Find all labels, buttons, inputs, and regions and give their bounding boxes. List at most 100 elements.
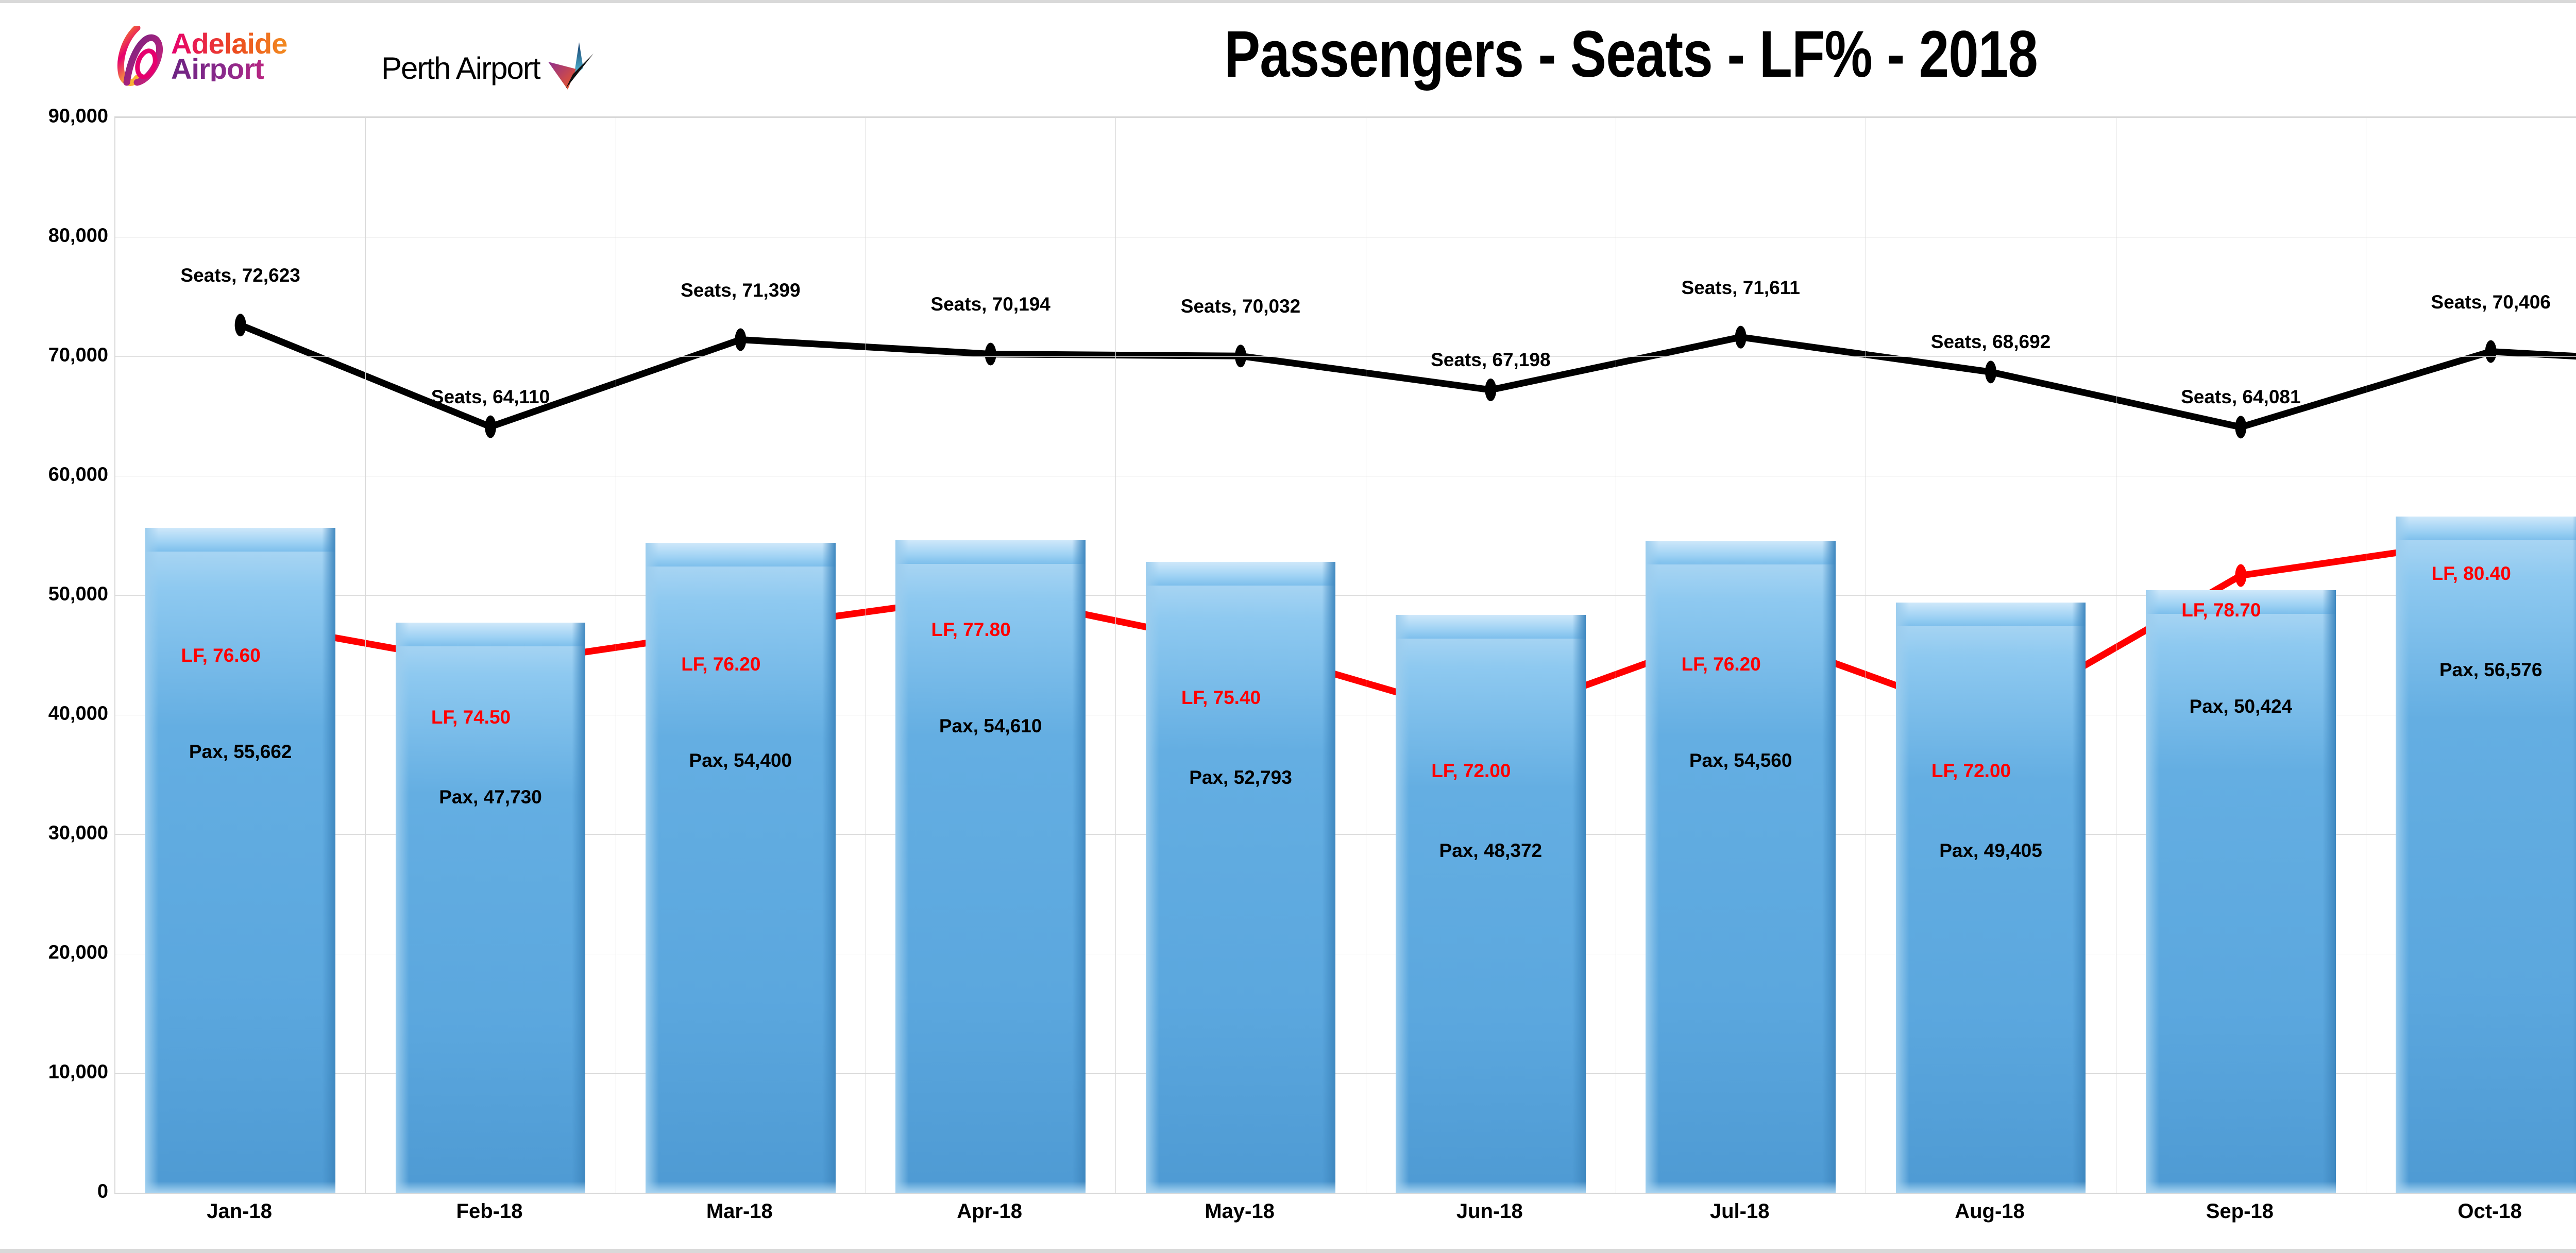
seats-marker[interactable] bbox=[2485, 340, 2497, 363]
seats-marker[interactable] bbox=[234, 314, 246, 337]
bar-jul-18[interactable] bbox=[1646, 541, 1836, 1193]
pax-data-label: Pax, 52,793 bbox=[1189, 767, 1292, 788]
adelaide-logo-line1: Adelaide bbox=[171, 27, 287, 60]
x-axis-tick-jan-18: Jan-18 bbox=[207, 1200, 273, 1223]
gridline-horizontal bbox=[115, 356, 2576, 357]
adelaide-airport-wordmark: Adelaide Airport bbox=[171, 27, 287, 83]
y-axis-left-tick: 40,000 bbox=[48, 702, 108, 725]
seats-marker[interactable] bbox=[1485, 379, 1497, 402]
bar-bevel-bottom bbox=[645, 1181, 836, 1193]
seats-marker[interactable] bbox=[735, 328, 747, 351]
lf-data-label: LF, 76.20 bbox=[1681, 653, 1761, 675]
seats-data-label: Seats, 64,081 bbox=[2181, 386, 2301, 408]
y-axis-left-tick: 50,000 bbox=[48, 583, 108, 605]
bar-oct-18[interactable] bbox=[2396, 517, 2576, 1193]
bar-sep-18[interactable] bbox=[2145, 590, 2336, 1193]
bar-bevel-bottom bbox=[895, 1181, 1086, 1193]
bar-bevel-left bbox=[895, 540, 909, 1193]
bar-bevel-right bbox=[1322, 562, 1336, 1193]
bar-jan-18[interactable] bbox=[145, 527, 336, 1193]
seats-marker[interactable] bbox=[985, 342, 996, 366]
pax-data-label: Pax, 55,662 bbox=[189, 741, 292, 763]
bar-bevel-top bbox=[1646, 541, 1836, 565]
x-axis-tick-jul-18: Jul-18 bbox=[1709, 1200, 1770, 1223]
bar-bevel-right bbox=[1822, 541, 1836, 1193]
x-axis-tick-sep-18: Sep-18 bbox=[2206, 1200, 2274, 1223]
bar-bevel-top bbox=[2145, 590, 2336, 614]
bar-bevel-left bbox=[145, 527, 159, 1193]
seats-data-label: Seats, 70,406 bbox=[2431, 291, 2551, 313]
bar-mar-18[interactable] bbox=[645, 542, 836, 1193]
pax-data-label: Pax, 47,730 bbox=[439, 786, 542, 808]
x-axis-tick-feb-18: Feb-18 bbox=[456, 1200, 523, 1223]
bar-bevel-left bbox=[2396, 517, 2410, 1193]
y-axis-left-tick: 80,000 bbox=[48, 225, 108, 247]
lf-data-label: LF, 74.50 bbox=[431, 706, 511, 728]
bar-bevel-right bbox=[2322, 590, 2336, 1193]
seats-data-label: Seats, 64,110 bbox=[431, 386, 550, 407]
bar-bevel-bottom bbox=[2145, 1181, 2336, 1193]
bar-bevel-right bbox=[2572, 517, 2576, 1193]
seats-data-label: Seats, 71,611 bbox=[1681, 277, 1800, 298]
bar-may-18[interactable] bbox=[1145, 562, 1336, 1193]
adelaide-logo-line2: Airport bbox=[171, 54, 287, 83]
bar-bevel-right bbox=[1572, 614, 1586, 1193]
bar-bevel-bottom bbox=[145, 1181, 336, 1193]
bar-bevel-top bbox=[395, 622, 586, 646]
seats-data-label: Seats, 72,623 bbox=[180, 265, 300, 286]
bar-jun-18[interactable] bbox=[1395, 614, 1586, 1193]
bar-bevel-top bbox=[1395, 614, 1586, 639]
bar-bevel-bottom bbox=[2396, 1181, 2576, 1193]
perth-airport-star-icon bbox=[543, 38, 601, 98]
pax-data-label: Pax, 56,576 bbox=[2439, 659, 2543, 681]
x-axis-tick-oct-18: Oct-18 bbox=[2458, 1200, 2522, 1223]
bar-bevel-top bbox=[145, 527, 336, 552]
bar-bevel-left bbox=[645, 542, 659, 1193]
bar-bevel-bottom bbox=[395, 1181, 586, 1193]
lf-marker[interactable] bbox=[2235, 564, 2247, 587]
bar-bevel-left bbox=[1145, 562, 1159, 1193]
gridline-horizontal bbox=[115, 1073, 2576, 1074]
seats-line bbox=[237, 321, 2576, 431]
bar-bevel-top bbox=[1895, 602, 2086, 626]
bar-aug-18[interactable] bbox=[1895, 602, 2086, 1193]
adelaide-airport-mark-icon bbox=[114, 24, 164, 87]
bar-bevel-right bbox=[822, 542, 836, 1193]
bar-apr-18[interactable] bbox=[895, 540, 1086, 1193]
seats-marker[interactable] bbox=[485, 415, 496, 438]
pax-data-label: Pax, 54,610 bbox=[939, 715, 1042, 737]
pax-data-label: Pax, 49,405 bbox=[1939, 840, 2042, 862]
seats-data-label: Seats, 71,399 bbox=[681, 279, 801, 301]
lf-data-label: LF, 77.80 bbox=[931, 619, 1011, 641]
bar-bevel-right bbox=[322, 527, 336, 1193]
top-border-strip bbox=[0, 0, 2576, 3]
seats-data-label: Seats, 67,198 bbox=[1431, 349, 1551, 370]
x-axis-tick-aug-18: Aug-18 bbox=[1955, 1200, 2025, 1223]
chart-title: Passengers - Seats - LF% - 2018 bbox=[1224, 18, 2038, 91]
pax-data-label: Pax, 50,424 bbox=[2189, 696, 2293, 717]
bar-bevel-bottom bbox=[1895, 1181, 2086, 1193]
adelaide-airport-logo: Adelaide Airport bbox=[114, 24, 287, 87]
y-axis-left-tick: 70,000 bbox=[48, 344, 108, 366]
seats-data-label: Seats, 68,692 bbox=[1930, 331, 2051, 353]
bar-bevel-left bbox=[395, 622, 409, 1193]
y-axis-left-tick: 90,000 bbox=[48, 105, 108, 127]
plot-area-wrapper: Pax, 55,662 Pax, 47,730 Pax, 54,400 Pax, 54… bbox=[0, 116, 2576, 1198]
bar-bevel-left bbox=[1895, 602, 1909, 1193]
seats-marker[interactable] bbox=[2235, 416, 2247, 439]
lf-data-label: LF, 72.00 bbox=[1431, 760, 1511, 782]
bar-bevel-left bbox=[1646, 541, 1659, 1193]
bar-bevel-bottom bbox=[1646, 1181, 1836, 1193]
bar-bevel-bottom bbox=[1145, 1181, 1336, 1193]
y-axis-left-tick: 0 bbox=[97, 1180, 108, 1203]
bar-bevel-top bbox=[2396, 517, 2576, 541]
x-axis-tick-apr-18: Apr-18 bbox=[957, 1200, 1023, 1223]
seats-marker[interactable] bbox=[1985, 361, 1996, 384]
bottom-border-strip bbox=[0, 1249, 2576, 1253]
seats-marker[interactable] bbox=[1735, 325, 1747, 349]
seats-data-label: Seats, 70,032 bbox=[1180, 296, 1301, 317]
gridline-vertical bbox=[365, 117, 366, 1193]
bar-bevel-right bbox=[572, 622, 586, 1193]
x-axis-tick-jun-18: Jun-18 bbox=[1456, 1200, 1523, 1223]
bar-feb-18[interactable] bbox=[395, 622, 586, 1193]
